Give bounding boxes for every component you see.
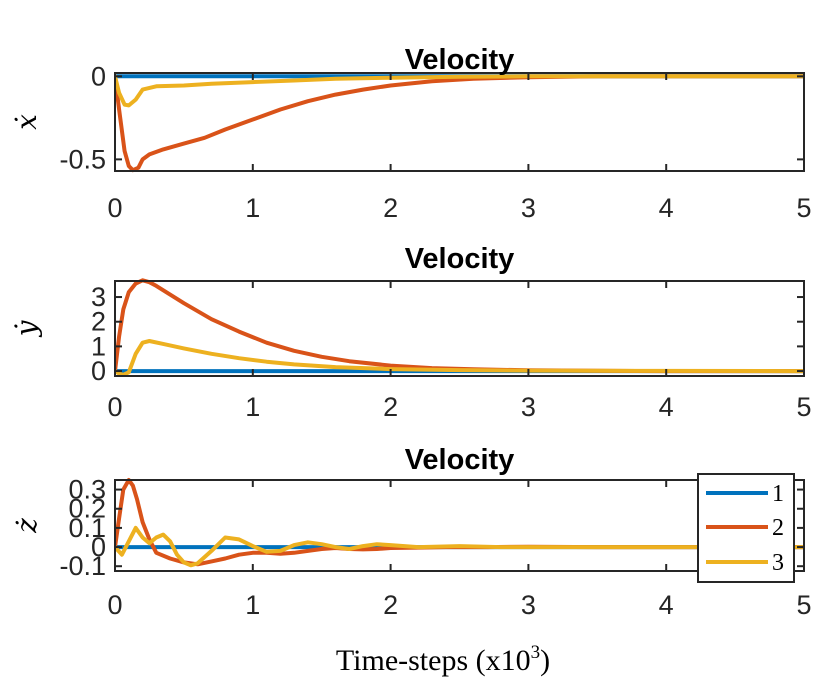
- y-axis-label: ẏ: [10, 319, 43, 338]
- x-tick-label: 4: [659, 392, 674, 422]
- series-3-line: [115, 525, 804, 568]
- y-tick-label: 0: [91, 356, 106, 386]
- x-axis-label-exponent: 3: [531, 642, 541, 663]
- y-tick-label: 0.2: [68, 494, 106, 524]
- y-tick-label: 2: [91, 307, 106, 337]
- x-tick-label: 5: [796, 590, 811, 620]
- x-tick-label: 0: [107, 193, 122, 223]
- x-tick-label: 1: [245, 392, 260, 422]
- legend: 1 2 3: [697, 473, 795, 583]
- x-tick-label: 5: [796, 392, 811, 422]
- panel-title: Velocity: [405, 444, 515, 476]
- panel-title: Velocity: [405, 44, 515, 76]
- legend-label-2: 2: [772, 515, 784, 541]
- x-tick-label: 2: [383, 193, 398, 223]
- series-3-line: [115, 339, 804, 377]
- x-tick-label: 3: [521, 392, 536, 422]
- legend-label-1: 1: [772, 481, 784, 507]
- y-tick-label: 0.3: [68, 475, 106, 505]
- x-tick-label: 1: [245, 590, 260, 620]
- plot-frame: [114, 72, 805, 172]
- x-tick-label: 0: [107, 590, 122, 620]
- x-tick-label: 2: [383, 392, 398, 422]
- series-2-line: [115, 74, 804, 173]
- x-tick-label: 2: [383, 590, 398, 620]
- y-tick-label: 0: [91, 532, 106, 562]
- x-tick-label: 3: [521, 590, 536, 620]
- series-2-line: [115, 278, 804, 374]
- x-axis-label: Time-steps (x103): [336, 642, 550, 677]
- y-tick-label: 0: [91, 61, 106, 91]
- y-tick-label: 1: [91, 331, 106, 361]
- x-tick-label: 5: [796, 193, 811, 223]
- y-tick-label: -0.1: [59, 551, 106, 581]
- y-axis-label: ż: [10, 518, 43, 534]
- y-tick-label: 3: [91, 282, 106, 312]
- y-tick-label: -0.5: [59, 144, 106, 174]
- y-axis-label: ẋ: [10, 114, 43, 130]
- x-tick-label: 1: [245, 193, 260, 223]
- x-tick-label: 0: [107, 392, 122, 422]
- legend-label-3: 3: [772, 550, 784, 576]
- x-tick-label: 3: [521, 193, 536, 223]
- x-tick-label: 4: [659, 193, 674, 223]
- panel-title: Velocity: [405, 243, 515, 275]
- y-tick-label: 0.1: [68, 513, 106, 543]
- plot-frame: [114, 479, 805, 572]
- plot-frame: [114, 280, 805, 377]
- x-tick-label: 4: [659, 590, 674, 620]
- series-3-line: [115, 74, 804, 108]
